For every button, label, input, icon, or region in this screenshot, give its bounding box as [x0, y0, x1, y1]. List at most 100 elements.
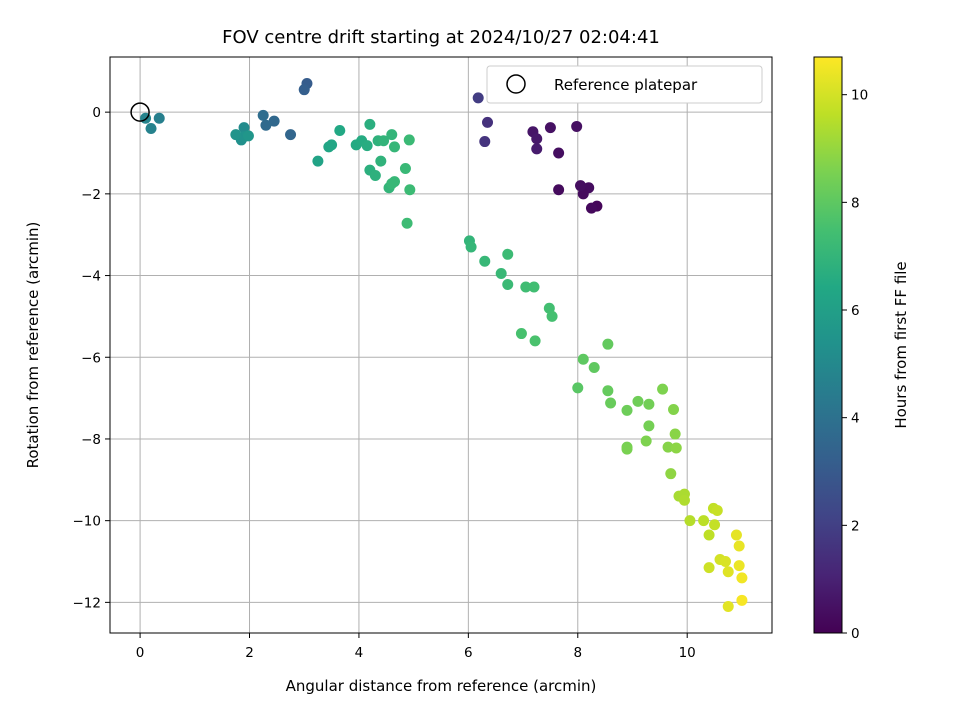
data-point — [588, 361, 600, 373]
data-point — [334, 125, 346, 137]
x-axis-ticks: 0 2 4 6 8 10 — [136, 633, 696, 661]
data-point — [575, 180, 587, 192]
data-point — [643, 420, 655, 432]
data-point — [399, 163, 411, 175]
data-point — [153, 112, 165, 124]
data-point — [684, 515, 696, 527]
data-point — [657, 383, 669, 395]
data-point — [585, 202, 597, 214]
data-point — [361, 140, 373, 152]
data-point — [257, 109, 269, 121]
y-tick-label: −12 — [73, 595, 102, 611]
data-point — [602, 338, 614, 350]
data-point — [621, 443, 633, 455]
legend: Reference platepar — [486, 65, 763, 104]
legend-box — [486, 65, 763, 104]
data-point — [643, 398, 655, 410]
data-point — [605, 397, 617, 409]
data-point — [145, 122, 157, 134]
data-point — [472, 92, 484, 104]
colorbar-tick-label: 2 — [851, 518, 860, 534]
chart-title: FOV centre drift starting at 2024/10/27 … — [222, 27, 660, 48]
y-axis-label: Rotation from reference (arcmin) — [24, 222, 42, 469]
colorbar-tick-label: 8 — [851, 195, 860, 211]
data-point — [640, 435, 652, 447]
data-point — [711, 504, 723, 516]
data-point — [722, 600, 734, 612]
y-tick-label: −2 — [81, 187, 101, 203]
data-point — [465, 241, 477, 253]
y-tick-label: −8 — [81, 432, 101, 448]
x-tick-label: 10 — [679, 645, 696, 661]
data-point — [482, 116, 494, 128]
data-point — [722, 566, 734, 578]
data-point — [312, 155, 324, 167]
data-point — [698, 515, 710, 527]
data-point — [515, 328, 527, 340]
data-point — [242, 130, 254, 142]
data-point — [621, 404, 633, 416]
data-point — [479, 255, 491, 267]
y-tick-label: 0 — [92, 105, 101, 121]
data-point — [669, 428, 681, 440]
data-point — [230, 129, 242, 141]
x-tick-label: 8 — [573, 645, 582, 661]
legend-entry: Reference platepar — [554, 76, 698, 94]
data-point — [388, 141, 400, 153]
data-point — [502, 279, 514, 291]
data-point — [733, 540, 745, 552]
data-point — [736, 594, 748, 606]
data-point — [670, 442, 682, 454]
data-point — [502, 248, 514, 260]
data-point — [553, 147, 565, 159]
data-point — [571, 120, 583, 132]
data-point — [285, 129, 297, 141]
data-points — [140, 78, 748, 612]
colorbar-label: Hours from first FF file — [892, 261, 910, 428]
y-axis-ticks: 0 −2 −4 −6 −8 −10 −12 — [73, 105, 110, 611]
data-point — [528, 281, 540, 293]
data-point — [544, 122, 556, 134]
y-tick-label: −10 — [73, 514, 102, 530]
data-point — [665, 468, 677, 480]
data-point — [529, 335, 541, 347]
colorbar-tick-label: 4 — [851, 411, 860, 427]
data-point — [298, 84, 310, 96]
x-tick-label: 4 — [355, 645, 364, 661]
data-point — [730, 529, 742, 541]
data-point — [378, 135, 390, 147]
data-point — [577, 353, 589, 365]
y-tick-label: −4 — [81, 269, 101, 285]
data-point — [364, 118, 376, 130]
plot-frame — [109, 56, 773, 634]
colorbar-ticks: 0 2 4 6 8 10 — [842, 88, 868, 642]
data-point — [403, 134, 415, 146]
data-point — [386, 129, 398, 141]
data-point — [531, 143, 543, 155]
data-point — [520, 281, 532, 293]
data-point — [662, 441, 674, 453]
data-point — [369, 169, 381, 181]
data-point — [553, 184, 565, 196]
data-point — [375, 155, 387, 167]
data-point — [632, 395, 644, 407]
x-axis-label: Angular distance from reference (arcmin) — [286, 677, 597, 695]
x-tick-label: 6 — [464, 645, 473, 661]
data-point — [326, 139, 338, 151]
colorbar-tick-label: 6 — [851, 303, 860, 319]
data-point — [703, 562, 715, 574]
data-point — [495, 268, 507, 280]
data-point — [386, 178, 398, 190]
data-point — [709, 519, 721, 531]
x-tick-label: 2 — [245, 645, 254, 661]
data-point — [546, 310, 558, 322]
data-point — [401, 217, 413, 229]
data-point — [238, 122, 250, 134]
x-tick-label: 0 — [136, 645, 145, 661]
data-point — [531, 133, 543, 145]
y-tick-label: −6 — [81, 350, 101, 366]
data-point — [678, 494, 690, 506]
data-point — [479, 136, 491, 148]
data-point — [260, 119, 272, 131]
